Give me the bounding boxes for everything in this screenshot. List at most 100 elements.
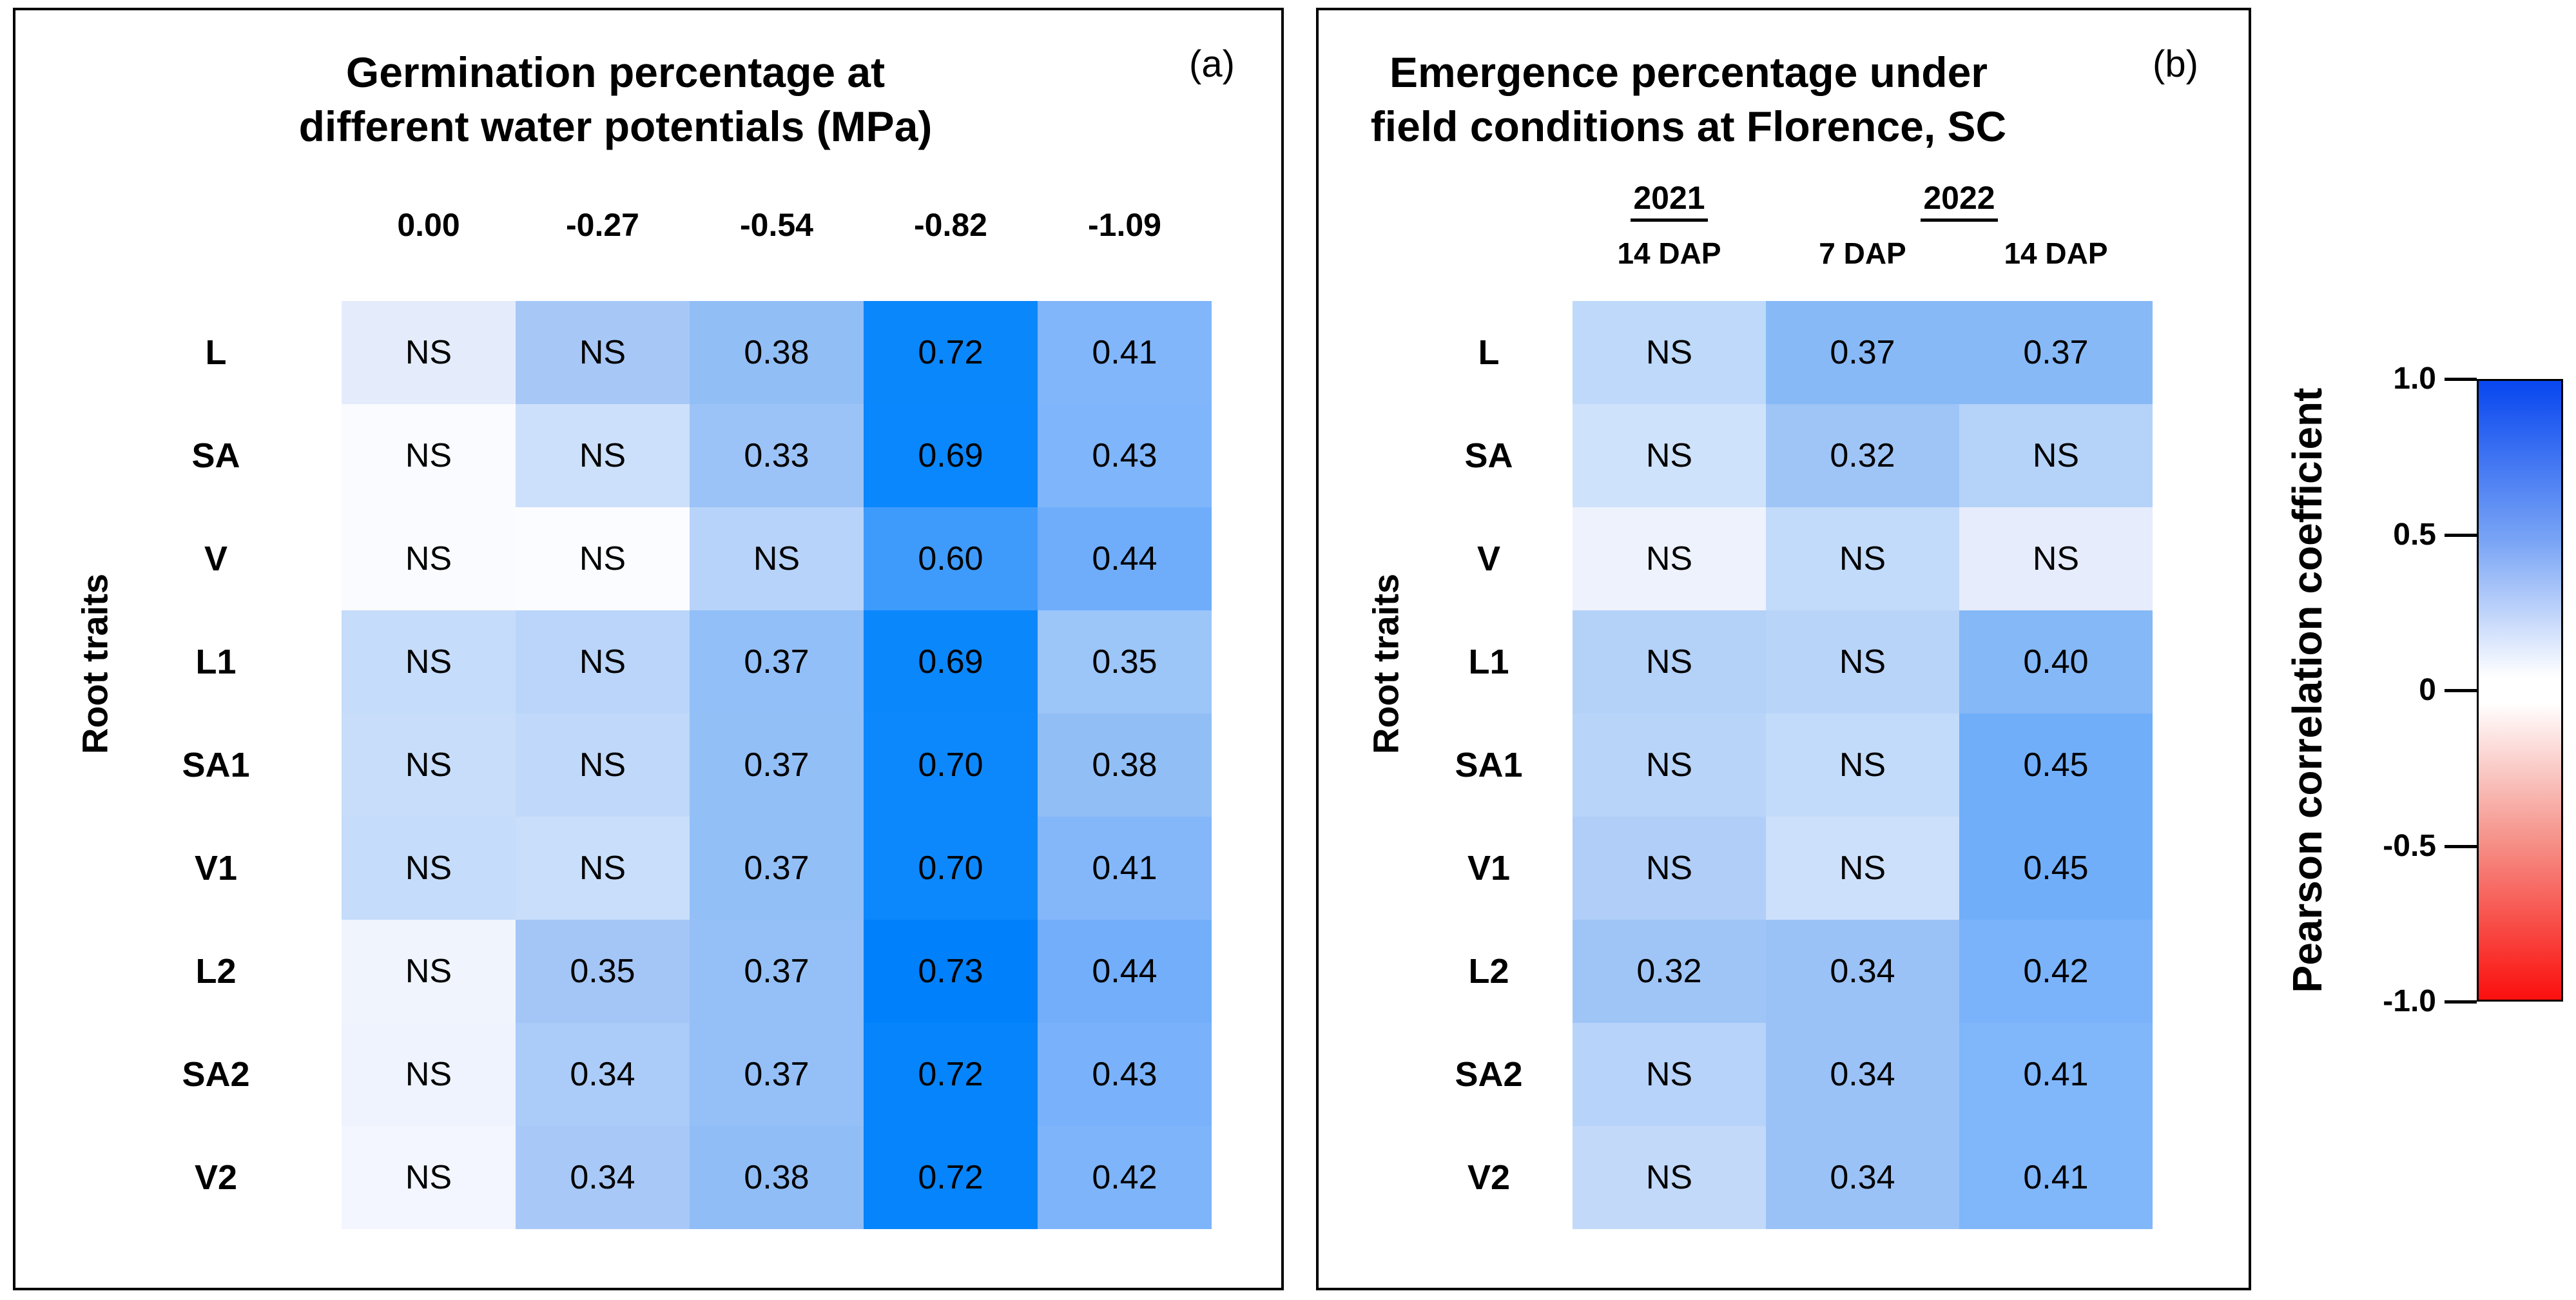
cell-value: 0.42 [1092,1159,1157,1196]
cell-value: NS [405,1159,452,1196]
heatmap-cell-a-v-4: 0.44 [1038,507,1212,610]
heatmap-cell-a-v-1: NS [516,507,690,610]
cell-value: NS [1839,849,1886,887]
heatmap-cell-b-sa2-2: 0.41 [1959,1023,2153,1126]
cell-value: NS [1645,1159,1693,1196]
row-label-l: L [205,333,227,372]
cell-value: NS [405,643,452,681]
cell-value: 0.32 [1830,437,1895,474]
row-label-l1: L1 [195,643,237,681]
heatmap-cell-b-v1-0: NS [1573,817,1766,920]
heatmap-cell-a-sa-1: NS [516,404,690,507]
cell-value: NS [579,849,626,887]
heatmap-cell-a-l1-3: 0.69 [864,610,1038,713]
cell-value: 0.72 [918,1159,983,1196]
heatmap-cell-b-v2-0: NS [1573,1126,1766,1229]
cell-value: 0.60 [918,540,983,577]
cell-value: 0.42 [2023,953,2089,990]
column-header--0.54: -0.54 [740,207,813,243]
heatmap-cell-a-l2-2: 0.37 [690,920,864,1023]
row-label-v1: V1 [1467,849,1511,888]
heatmap-cell-a-v-0: NS [342,507,516,610]
heatmap-cell-a-l2-0: NS [342,920,516,1023]
heatmap-cell-a-sa1-0: NS [342,713,516,817]
colorbar-tick-label--1.0: -1.0 [2383,984,2436,1018]
cell-value: NS [405,437,452,474]
heatmap-cell-b-v1-2: 0.45 [1959,817,2153,920]
panel-b-title-line1: Emergence percentage under [1390,48,1988,96]
cell-value: NS [1839,643,1886,681]
panel-a-tag: (a) [1189,43,1235,85]
heatmap-cell-a-v-3: 0.60 [864,507,1038,610]
heatmap-cell-a-l2-3: 0.73 [864,920,1038,1023]
heatmap-cell-a-sa1-3: 0.70 [864,713,1038,817]
cell-value: 0.37 [744,746,809,784]
row-label-sa: SA [1464,436,1513,475]
panel-a-ylabel: Root traits [74,574,115,754]
heatmap-cell-a-l1-0: NS [342,610,516,713]
heatmap-cell-a-l2-4: 0.44 [1038,920,1212,1023]
cell-value: NS [405,849,452,887]
cell-value: NS [1645,746,1693,784]
cell-value: 0.41 [2023,1159,2089,1196]
row-label-sa1: SA1 [182,746,250,784]
heatmap-cell-b-sa-1: 0.32 [1766,404,1959,507]
cell-value: 0.37 [744,1056,809,1093]
heatmap-cell-a-v1-3: 0.70 [864,817,1038,920]
heatmap-cell-b-l-0: NS [1573,301,1766,404]
heatmap-cell-b-l2-1: 0.34 [1766,920,1959,1023]
row-label-v2: V2 [194,1158,238,1197]
cell-value: 0.70 [918,746,983,784]
heatmap-cell-a-l2-1: 0.35 [516,920,690,1023]
column-header--1.09: -1.09 [1088,207,1161,243]
column-header--0.82: -0.82 [914,207,987,243]
heatmap-cell-b-v1-1: NS [1766,817,1959,920]
heatmap-cell-a-v1-0: NS [342,817,516,920]
heatmap-cell-a-sa2-4: 0.43 [1038,1023,1212,1126]
cell-value: 0.32 [1636,953,1702,990]
cell-value: 0.41 [2023,1056,2089,1093]
row-label-l1: L1 [1468,643,1509,681]
cell-value: 0.73 [918,953,983,990]
heatmap-cell-b-v-0: NS [1573,507,1766,610]
heatmap-cell-a-l-1: NS [516,301,690,404]
colorbar-tick [2445,378,2477,381]
cell-value: NS [1645,1056,1693,1093]
colorbar-tick [2445,1000,2477,1004]
cell-value: 0.41 [1092,334,1157,371]
heatmap-cell-b-sa-0: NS [1573,404,1766,507]
panel-a-border [13,8,1284,1290]
cell-value: NS [579,746,626,784]
column-header--0.27: -0.27 [566,207,639,243]
cell-value: 0.37 [744,849,809,887]
heatmap-cell-a-sa1-2: 0.37 [690,713,864,817]
cell-value: 0.45 [2023,746,2089,784]
year-group-2022: 2022 [1766,179,2153,222]
heatmap-cell-a-l1-1: NS [516,610,690,713]
cell-value: 0.72 [918,1056,983,1093]
column-header-14-dap: 14 DAP [1617,237,1721,270]
heatmap-cell-b-l-1: 0.37 [1766,301,1959,404]
cell-value: 0.44 [1092,953,1157,990]
cell-value: 0.45 [2023,849,2089,887]
cell-value: 0.69 [918,643,983,681]
heatmap-cell-a-sa1-4: 0.38 [1038,713,1212,817]
row-label-l2: L2 [195,952,237,991]
heatmap-cell-b-l1-1: NS [1766,610,1959,713]
cell-value: NS [579,334,626,371]
colorbar-tick [2445,533,2477,537]
cell-value: NS [1839,746,1886,784]
heatmap-cell-a-v2-4: 0.42 [1038,1126,1212,1229]
cell-value: NS [1645,540,1693,577]
cell-value: NS [2032,540,2080,577]
cell-value: NS [1645,643,1693,681]
colorbar-tick-label-0.5: 0.5 [2393,517,2436,552]
column-header-0.00: 0.00 [397,207,460,243]
cell-value: NS [405,1056,452,1093]
heatmap-cell-a-v2-0: NS [342,1126,516,1229]
heatmap-cell-b-sa2-1: 0.34 [1766,1023,1959,1126]
row-label-l: L [1478,333,1500,372]
cell-value: 0.34 [570,1159,635,1196]
colorbar-tick [2445,689,2477,692]
colorbar-tick [2445,844,2477,848]
